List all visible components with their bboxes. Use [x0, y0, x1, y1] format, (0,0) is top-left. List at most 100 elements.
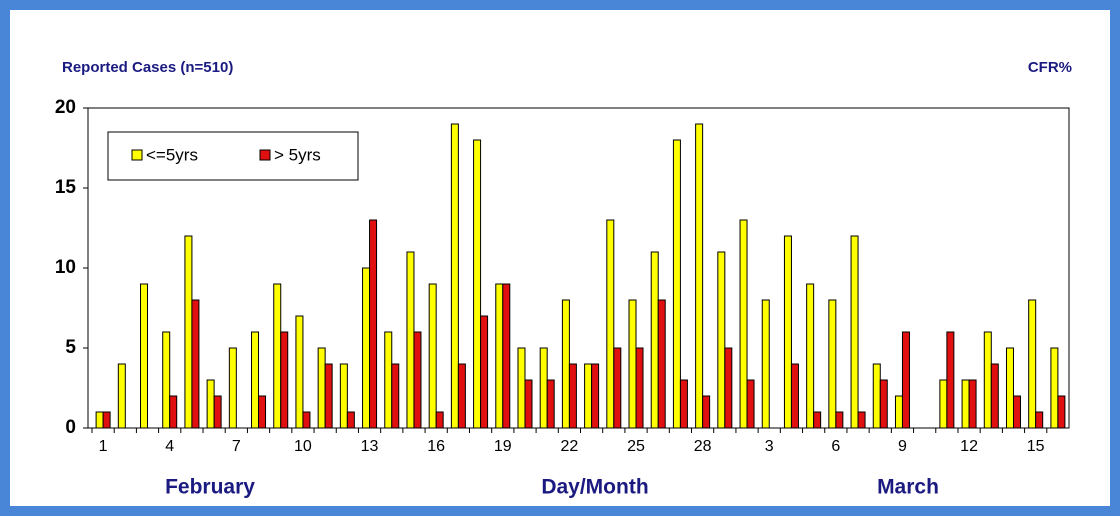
y-tick-label: 10 — [55, 257, 76, 278]
bar — [850, 235, 859, 429]
bar — [495, 283, 504, 429]
x-tick-label: 3 — [765, 438, 774, 455]
bar — [568, 363, 577, 429]
y-tick-label: 0 — [65, 417, 76, 438]
legend-swatch — [259, 149, 271, 161]
bar — [872, 363, 881, 429]
bar — [206, 379, 215, 429]
bar — [968, 379, 977, 429]
bar — [391, 363, 400, 429]
bar — [702, 395, 711, 429]
bar — [140, 283, 149, 429]
bar — [406, 251, 415, 429]
bar — [561, 299, 570, 429]
bar — [517, 347, 526, 429]
bar — [295, 315, 304, 429]
y2-axis-title: CFR% — [1028, 59, 1072, 76]
bar — [546, 379, 555, 429]
bar — [879, 379, 888, 429]
bar — [280, 331, 289, 429]
bar — [961, 379, 970, 429]
bar — [457, 363, 466, 429]
bar — [901, 331, 910, 429]
x-tick-label: 12 — [960, 438, 978, 455]
bar — [790, 363, 799, 429]
y-tick-label: 15 — [55, 177, 77, 198]
x-tick-label: 6 — [831, 438, 840, 455]
x-tick-label: 1 — [99, 438, 108, 455]
bar — [628, 299, 637, 429]
x-tick-label: 7 — [232, 438, 241, 455]
bar — [450, 123, 459, 429]
bar — [251, 331, 260, 429]
bar — [162, 331, 171, 429]
x-axis-title: Day/Month — [541, 476, 648, 499]
x-tick-label: 9 — [898, 438, 907, 455]
legend-label: <=5yrs — [146, 145, 198, 164]
bar — [746, 379, 755, 429]
bar — [273, 283, 282, 429]
bar — [95, 411, 104, 429]
bar — [1057, 395, 1066, 429]
bar — [1005, 347, 1014, 429]
legend-swatch — [131, 149, 143, 161]
bar — [672, 139, 681, 429]
bar — [1050, 347, 1059, 429]
month-label: February — [165, 476, 255, 499]
bar — [635, 347, 644, 429]
bar — [480, 315, 489, 429]
bar — [102, 411, 111, 429]
bar — [213, 395, 222, 429]
bar — [413, 331, 422, 429]
bar — [739, 219, 748, 429]
bar — [228, 347, 237, 429]
legend-label: > 5yrs — [274, 145, 321, 164]
bar — [1012, 395, 1021, 429]
bar — [657, 299, 666, 429]
bar — [524, 379, 533, 429]
bar — [184, 235, 193, 429]
x-tick-label: 4 — [165, 438, 174, 455]
bar — [717, 251, 726, 429]
bar — [169, 395, 178, 429]
x-tick-label: 22 — [560, 438, 578, 455]
bar — [1028, 299, 1037, 429]
bar — [317, 347, 326, 429]
bar — [384, 331, 393, 429]
bar — [857, 411, 866, 429]
bar — [258, 395, 267, 429]
bar — [539, 347, 548, 429]
bar — [584, 363, 593, 429]
bar — [591, 363, 600, 429]
bar — [806, 283, 815, 429]
x-tick-label: 15 — [1027, 438, 1045, 455]
legend — [107, 131, 359, 181]
bar — [473, 139, 482, 429]
month-label: March — [877, 476, 939, 499]
bar — [502, 283, 511, 429]
bar — [324, 363, 333, 429]
bar — [117, 363, 126, 429]
bar — [990, 363, 999, 429]
bar — [362, 267, 371, 429]
y-tick-label: 20 — [55, 97, 76, 118]
bar — [606, 219, 615, 429]
x-tick-label: 28 — [694, 438, 712, 455]
bar — [835, 411, 844, 429]
bar — [761, 299, 770, 429]
bar — [302, 411, 311, 429]
bar — [1035, 411, 1044, 429]
bar — [695, 123, 704, 429]
bar — [613, 347, 622, 429]
bar — [813, 411, 822, 429]
x-tick-label: 25 — [627, 438, 645, 455]
bar — [435, 411, 444, 429]
bar — [339, 363, 348, 429]
bar — [983, 331, 992, 429]
bar — [828, 299, 837, 429]
y-axis-title: Reported Cases (n=510) — [62, 59, 233, 76]
x-tick-label: 10 — [294, 438, 312, 455]
bar — [346, 411, 355, 429]
bar — [428, 283, 437, 429]
